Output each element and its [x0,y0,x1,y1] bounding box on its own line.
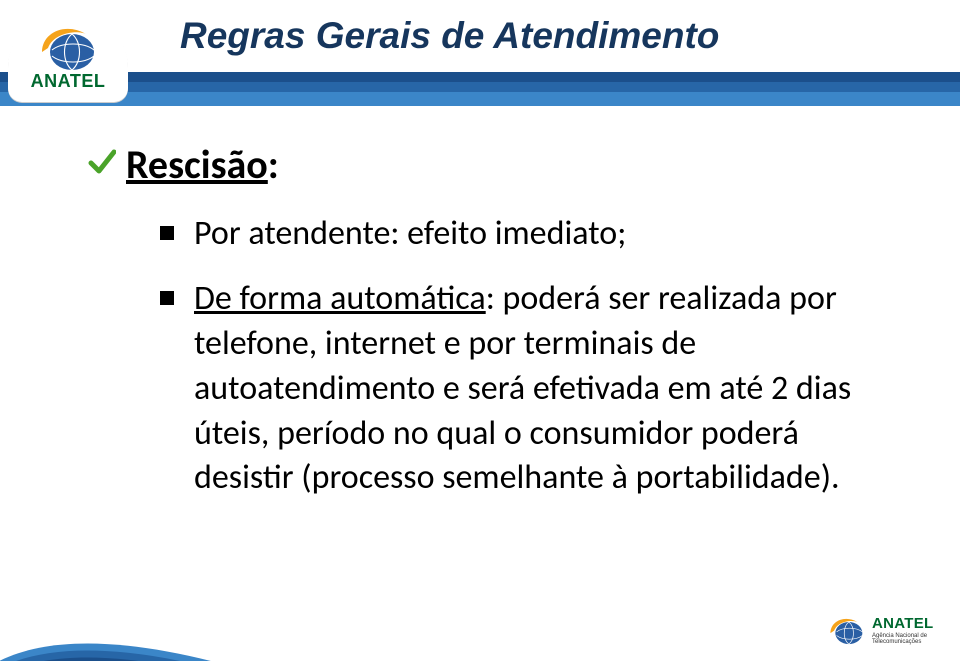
footer-logo-text: ANATEL Agência Nacional de Telecomunicaç… [872,616,948,645]
footer-agency-full: Agência Nacional de Telecomunicações [872,633,948,645]
anatel-badge: ANATEL [8,8,128,102]
section-heading-suffix: : [268,140,279,189]
header-ribbon [0,72,960,106]
bullet-square-icon [160,291,174,305]
bullet-lead: De forma automática [194,278,486,319]
list-item: De forma automática: poderá ser realizad… [160,277,888,501]
ribbon-stripe-1 [0,72,960,82]
section: Rescisão: Por atendente: efeito imediato… [88,140,888,501]
content-area: Rescisão: Por atendente: efeito imediato… [88,140,888,521]
section-heading: Rescisão: [88,140,888,190]
list-item: Por atendente: efeito imediato; [160,212,888,257]
anatel-globe-icon [38,20,100,74]
footer-decor [0,581,220,661]
check-icon [88,148,116,176]
swoosh-icon [0,581,220,661]
anatel-label: ANATEL [8,71,128,92]
section-heading-text: Rescisão [126,140,268,189]
bullet-square-icon [160,226,174,240]
slide: ANATEL Regras Gerais de Atendimento Resc… [0,0,960,661]
ribbon-stripe-2 [0,82,960,92]
footer-anatel-label: ANATEL [872,616,948,631]
ribbon-stripe-3 [0,92,960,106]
anatel-globe-small-icon [828,613,866,647]
footer-logo: ANATEL Agência Nacional de Telecomunicaç… [828,607,948,653]
bullet-text: Por atendente: efeito imediato; [194,213,626,254]
page-title: Regras Gerais de Atendimento [180,16,719,57]
bullet-list: Por atendente: efeito imediato; De forma… [88,212,888,501]
